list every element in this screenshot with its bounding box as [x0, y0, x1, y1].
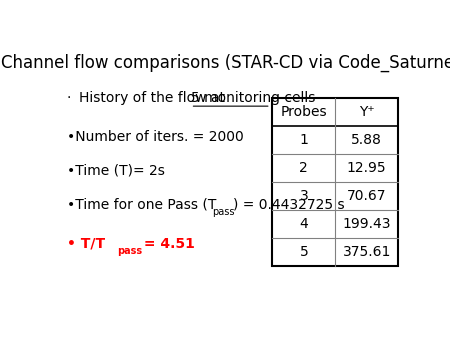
- Text: •Time for one Pass (T: •Time for one Pass (T: [67, 197, 216, 212]
- Text: 4: 4: [300, 217, 308, 231]
- Text: •Time (T)= 2s: •Time (T)= 2s: [67, 164, 165, 178]
- Text: 5 monitoring cells: 5 monitoring cells: [190, 91, 315, 105]
- Text: 5.88: 5.88: [351, 133, 382, 147]
- Text: • T/T: • T/T: [67, 237, 105, 250]
- Text: 3: 3: [300, 189, 308, 203]
- Bar: [273, 98, 398, 266]
- Text: Y⁺: Y⁺: [359, 105, 374, 119]
- Text: 5: 5: [300, 245, 308, 259]
- Text: 375.61: 375.61: [342, 245, 391, 259]
- Text: 2: 2: [300, 161, 308, 175]
- Text: Probes: Probes: [280, 105, 327, 119]
- Text: History of the flow at: History of the flow at: [79, 91, 230, 105]
- Text: pass: pass: [117, 246, 142, 256]
- Text: •Number of iters. = 2000: •Number of iters. = 2000: [67, 130, 243, 144]
- Text: Channel flow comparisons (STAR-CD via Code_Saturne): Channel flow comparisons (STAR-CD via Co…: [1, 54, 450, 72]
- Text: = 4.51: = 4.51: [139, 237, 195, 250]
- Text: pass: pass: [212, 207, 234, 217]
- Text: 1: 1: [299, 133, 308, 147]
- Text: ) = 0.4432725 s: ) = 0.4432725 s: [234, 197, 345, 212]
- Text: ·: ·: [67, 91, 71, 105]
- Text: 199.43: 199.43: [342, 217, 391, 231]
- Text: 12.95: 12.95: [347, 161, 387, 175]
- Text: 70.67: 70.67: [347, 189, 387, 203]
